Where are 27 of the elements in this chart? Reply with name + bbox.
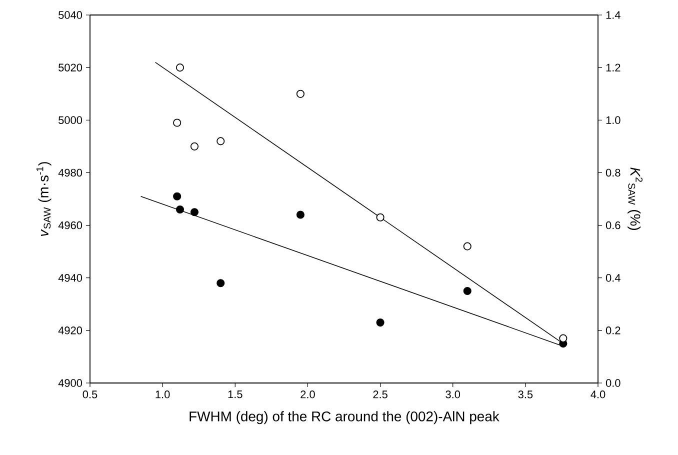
x-tick-label: 1.0 [156, 390, 170, 398]
x-tick-label: 3.5 [518, 390, 533, 398]
y2-tick-label: 1.0 [606, 116, 620, 124]
y2-tick-label: 0.2 [606, 326, 620, 334]
y-axis-title: v$_{SAW}$ (m·s$^{-1}$) [36, 162, 52, 236]
y2-axis-title: K$^{2}$$_{SAW}$ (%) [628, 168, 643, 230]
y-tick-label: 4920 [58, 326, 82, 334]
x-tick-label: 3.0 [446, 390, 460, 398]
y2-tick-label: 0.0 [606, 379, 620, 387]
x-tick-label: 2.5 [373, 390, 388, 398]
y2-tick-label: 0.6 [606, 221, 620, 230]
y2-tick-label: 1.2 [606, 64, 620, 72]
y-tick-label: 4900 [58, 379, 82, 387]
y-tick-label: 4960 [58, 221, 82, 230]
y-tick-label: 5020 [58, 64, 82, 72]
x-axis-title: FWHM (deg) of the RC around the (002)-AlN peak [190, 411, 500, 424]
y-tick-label: 4980 [58, 168, 82, 177]
x-tick-label: 4.0 [590, 390, 606, 398]
y-tick-label: 4940 [58, 274, 82, 282]
x-tick-label: 2.0 [300, 390, 315, 398]
x-tick-label: 1.5 [228, 390, 242, 398]
y2-tick-label: 0.4 [606, 274, 620, 282]
y-tick-label: 5000 [58, 116, 82, 124]
y2-tick-label: 0.8 [606, 168, 620, 177]
y2-tick-label: 1.4 [606, 11, 620, 19]
y-tick-label: 5040 [58, 11, 82, 19]
x-tick-label: 0.5 [82, 390, 98, 398]
